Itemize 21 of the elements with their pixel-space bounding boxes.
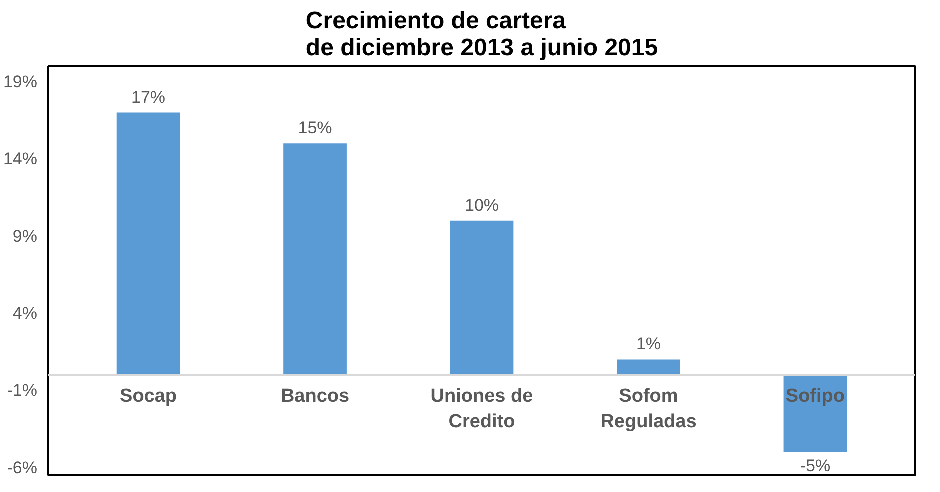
x-tick-label: Sofom Reguladas: [600, 386, 697, 432]
data-label: 1%: [636, 334, 662, 354]
x-tick-label: Uniones de Credito: [430, 386, 534, 432]
y-tick-label: 4%: [12, 304, 38, 323]
bar: [450, 220, 514, 376]
data-label: 10%: [464, 196, 500, 215]
data-label: -5%: [800, 456, 831, 476]
data-label: 15%: [298, 118, 332, 138]
bar: [617, 360, 680, 376]
bar: [116, 112, 180, 376]
x-tick-label: Bancos: [280, 386, 350, 408]
y-tick-label: -6%: [7, 458, 38, 478]
chart-title: Crecimiento de cartera de diciembre 2013 a junio 2015: [306, 8, 658, 62]
x-tick-label: Sofipo: [786, 386, 846, 408]
y-tick-label: 9%: [12, 226, 38, 246]
bar: [284, 144, 347, 376]
y-tick-label: 14%: [3, 150, 38, 169]
x-tick-label: Socap: [120, 386, 178, 408]
y-tick-label: -1%: [7, 381, 38, 400]
data-label: 17%: [132, 88, 166, 107]
y-tick-label: 19%: [3, 72, 38, 92]
